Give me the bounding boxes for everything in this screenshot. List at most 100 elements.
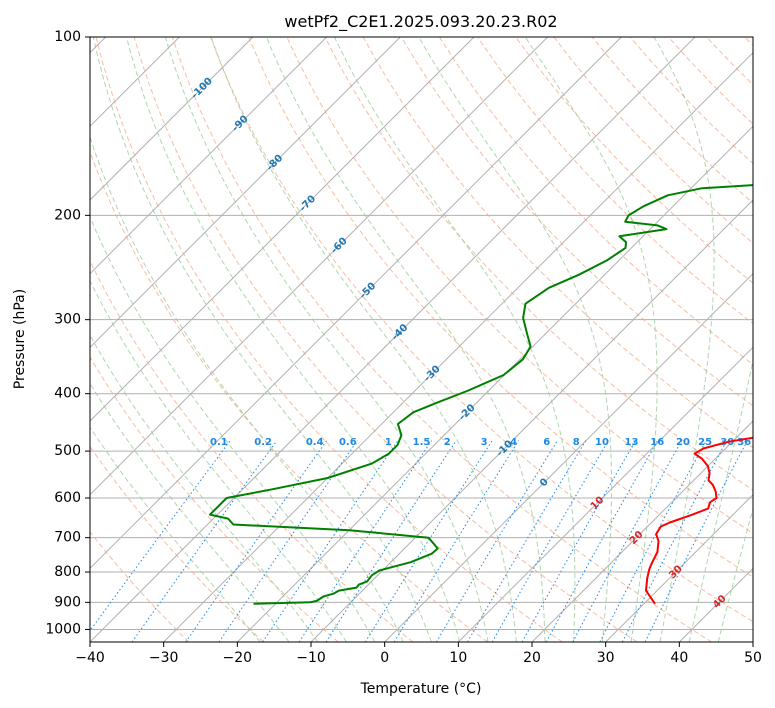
x-tick-label: −10 (296, 650, 326, 666)
isotherm (90, 37, 254, 201)
y-tick-label: 100 (54, 29, 81, 45)
chart-title: wetPf2_C2E1.2025.093.20.23.R02 (284, 12, 557, 32)
line-labels: -100-90-80-70-60-50-40-30-20-1000.1 0.2 0.… (189, 76, 751, 611)
mixing-ratio-line (491, 440, 609, 642)
mixing-ratio-line (435, 440, 558, 642)
dry-adiabat (95, 37, 563, 642)
mixing-ratio-label: 10 (595, 437, 609, 448)
dry-adiabat (362, 37, 753, 449)
dry-adiabat (248, 37, 753, 578)
mixing-ratio-line (262, 440, 399, 642)
y-tick-label: 800 (54, 564, 81, 580)
isotherm (384, 272, 753, 642)
x-tick-label: 30 (597, 650, 615, 666)
x-tick-label: 10 (449, 650, 467, 666)
mixing-ratio-line (545, 440, 659, 642)
dry-adiabat (90, 356, 339, 642)
x-axis-label: Temperature (°C) (360, 681, 482, 697)
mixing-ratio-line (325, 440, 457, 642)
mixing-ratio-label: 16 (650, 437, 664, 448)
moist-adiabat (333, 37, 576, 642)
x-axis-ticks: −40 −30 −20 −10 0 10 20 30 40 50 (75, 642, 762, 666)
mixing-ratio-line (185, 440, 328, 642)
moist-adiabat (266, 37, 546, 642)
mixing-ratio-label: 13 (624, 437, 638, 448)
dry-adiabat (133, 37, 638, 642)
moist-adiabat (90, 135, 404, 642)
mixing-ratio-label: 36 (737, 437, 751, 448)
mixing-ratio-line (393, 440, 520, 642)
dry-adiabat (210, 37, 753, 623)
dry-adiabat (400, 37, 753, 407)
moist-adiabat (92, 37, 432, 642)
mixing-ratio-label: 1 (385, 437, 392, 448)
y-tick-label: 300 (54, 312, 81, 328)
moist-adiabat (90, 382, 290, 642)
mixing-ratio-label: 0.4 (306, 437, 324, 448)
mixing-ratio-label: 0.6 (339, 437, 357, 448)
mixing-ratio-label: 0.1 (210, 437, 228, 448)
x-tick-label: −30 (149, 650, 179, 666)
y-tick-label: 400 (54, 386, 81, 402)
isotherm (90, 37, 328, 275)
moist-adiabat (653, 37, 715, 642)
dry-adiabat (324, 37, 753, 491)
mixing-ratio-label: 1.5 (413, 437, 431, 448)
y-tick-label: 900 (54, 594, 81, 610)
moist-adiabat (90, 426, 261, 642)
mixing-ratio-label: 8 (573, 437, 580, 448)
moist-adiabat (164, 37, 489, 642)
x-tick-label: 0 (380, 650, 389, 666)
isotherm (236, 125, 753, 642)
dry-adiabat (171, 37, 712, 642)
moist-adiabat (717, 506, 753, 642)
y-tick-label: 200 (54, 207, 81, 223)
x-tick-label: 50 (744, 650, 762, 666)
moist-adiabat (210, 37, 517, 642)
moist-adiabat (90, 334, 319, 642)
moist-adiabat (524, 37, 658, 642)
isotherm (678, 567, 753, 642)
isotherm (752, 641, 753, 642)
dry-adiabat (477, 37, 753, 325)
dry-adiabat (591, 37, 753, 204)
temperature-line (645, 436, 753, 605)
mixing-ratio-label: 3 (481, 437, 488, 448)
mixing-ratio-line (572, 440, 683, 642)
moist-adiabat (90, 215, 376, 642)
background-lines (90, 37, 753, 642)
y-tick-label: 1000 (45, 621, 81, 637)
mixing-ratio-line (521, 440, 637, 642)
isotherm (457, 346, 753, 642)
dewpoint-line (209, 184, 753, 605)
dry-adiabat (706, 37, 753, 86)
mixing-ratio-label: 25 (698, 437, 712, 448)
x-tick-label: −20 (223, 650, 253, 666)
mixing-ratio-line (364, 440, 493, 642)
dry-adiabat (668, 37, 753, 125)
y-tick-label: 500 (54, 443, 81, 459)
isotherm (90, 37, 401, 349)
isotherm (531, 420, 753, 642)
x-tick-label: 40 (670, 650, 688, 666)
y-tick-label: 700 (54, 530, 81, 546)
mixing-ratio-label: 2 (444, 437, 451, 448)
isotherm (90, 37, 549, 496)
y-axis-ticks: 100 200 300 400 500 600 700 800 900 1000 (45, 29, 90, 637)
mixing-ratio-line (467, 440, 587, 642)
isotherm (310, 199, 753, 642)
dry-adiabat (515, 37, 753, 284)
isotherm (163, 51, 753, 642)
mixing-ratio-label: 4 (510, 437, 517, 448)
moist-adiabat (418, 37, 613, 642)
mixing-ratio-label: 6 (543, 437, 550, 448)
mixing-ratio-line (90, 440, 231, 632)
isotherm (90, 37, 696, 642)
dry-adiabat (553, 37, 753, 244)
mixing-ratio-label: 20 (676, 437, 690, 448)
mixing-ratio-line (218, 440, 358, 642)
mixing-ratio-line (644, 440, 748, 642)
mixing-ratio-line (131, 440, 278, 642)
y-axis-label: Pressure (hPa) (12, 289, 28, 389)
